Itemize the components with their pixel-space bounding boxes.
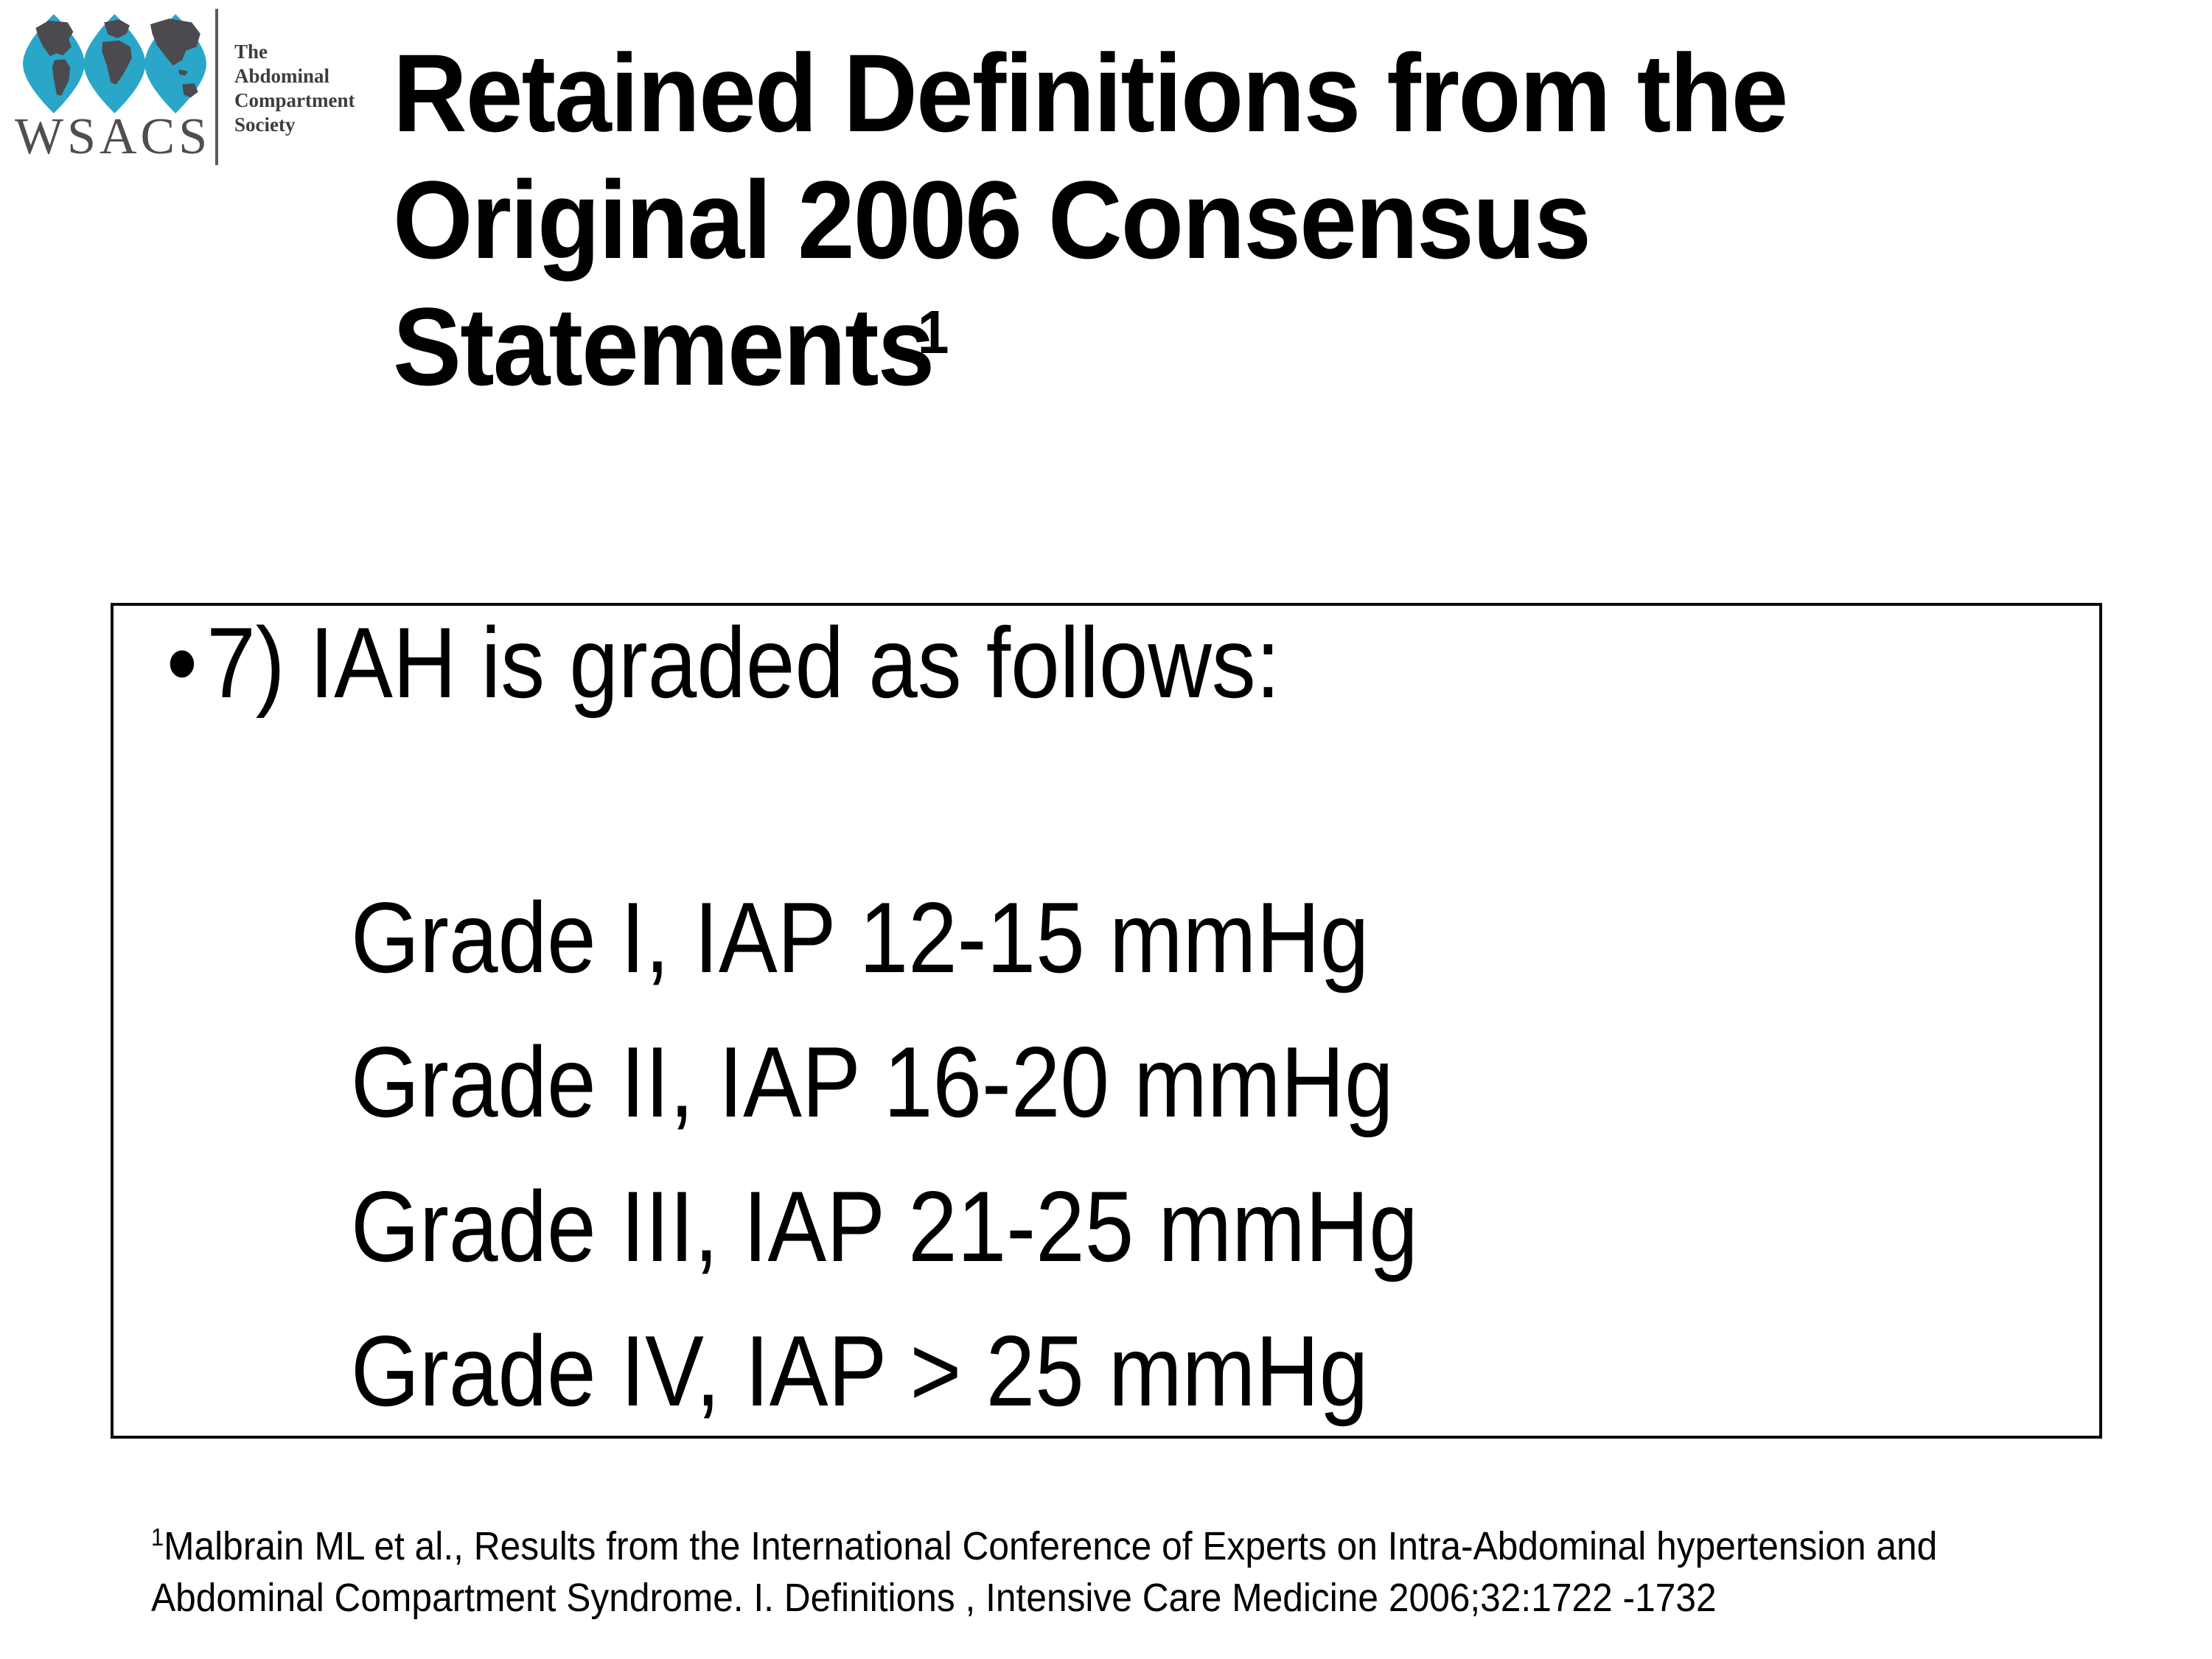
continent-africa xyxy=(102,40,132,85)
society-line: Society xyxy=(234,113,296,136)
world-map-icon xyxy=(23,14,206,113)
continent-australia xyxy=(182,83,198,98)
title-line: Retained Definitions from the xyxy=(393,31,1788,155)
society-name: The Abdominal Compartment Society xyxy=(234,40,355,137)
footnote-superscript: 1 xyxy=(151,1524,164,1551)
grade-line: Grade I, IAP 12-15 mmHg xyxy=(351,881,1370,993)
society-line: Abdominal xyxy=(234,65,330,87)
bullet-marker: • xyxy=(167,607,198,719)
continent-islands xyxy=(178,69,188,76)
grade-list: Grade I, IAP 12-15 mmHg Grade II, IAP 16… xyxy=(351,865,1418,1443)
bullet-text: 7) IAH is graded as follows: xyxy=(206,607,1280,719)
society-line: Compartment xyxy=(234,89,355,111)
bullet-item: •7) IAH is graded as follows: xyxy=(167,607,1280,718)
continent-asia xyxy=(150,18,200,66)
logo-divider xyxy=(215,9,218,165)
definition-box: •7) IAH is graded as follows: Grade I, I… xyxy=(111,603,2102,1439)
continent-south-america xyxy=(52,59,71,96)
grade-line: Grade II, IAP 16-20 mmHg xyxy=(351,1026,1394,1138)
grade-line: Grade IV, IAP > 25 mmHg xyxy=(351,1315,1369,1427)
slide-title: Retained Definitions from the Original 2… xyxy=(393,29,1788,427)
footnote-line-1: 1Malbrain ML et al., Results from the In… xyxy=(151,1524,1938,1568)
title-line: Original 2006 Consensus xyxy=(393,158,1591,282)
footnote-citation: 1Malbrain ML et al., Results from the In… xyxy=(151,1520,1937,1624)
title-line: Statements1 xyxy=(393,284,949,408)
footnote-line-2: Abdominal Compartment Syndrome. I. Defin… xyxy=(151,1576,1717,1620)
wsacs-acronym: WSACS xyxy=(15,108,212,165)
continent-europe xyxy=(104,19,130,38)
title-superscript: 1 xyxy=(917,298,949,367)
continent-north-america xyxy=(35,20,74,57)
society-line: The xyxy=(234,41,268,63)
grade-line: Grade III, IAP 21-25 mmHg xyxy=(351,1170,1418,1282)
